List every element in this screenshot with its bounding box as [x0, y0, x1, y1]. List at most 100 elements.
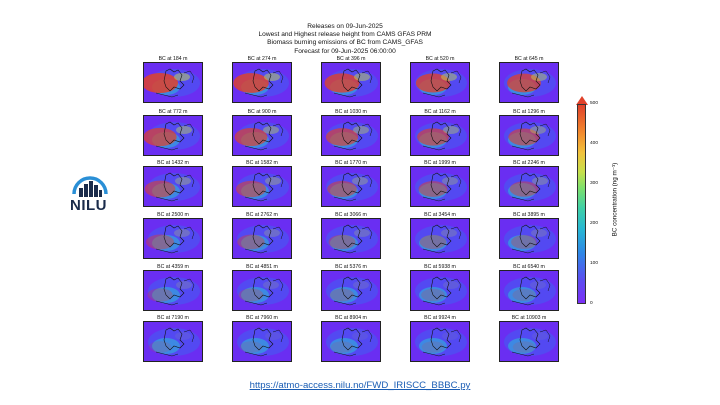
map-panel: BC at 4851 m [232, 264, 292, 311]
map-panel-label: BC at 2762 m [246, 212, 278, 218]
colorbar-tick-label: 400 [590, 141, 599, 146]
map-image [143, 115, 203, 156]
title-line-2: Lowest and Highest release height from C… [258, 31, 432, 39]
map-panel-label: BC at 1770 m [335, 160, 367, 166]
figure-title-block: Releases on 09-Jun-2025 Lowest and Highe… [180, 23, 510, 56]
map-panel: BC at 645 m [499, 56, 559, 103]
map-panel-label: BC at 184 m [158, 56, 188, 62]
map-image [143, 166, 203, 207]
map-panel: BC at 7960 m [232, 315, 292, 362]
logo-text: NILU [70, 197, 107, 214]
map-panel: BC at 184 m [143, 56, 203, 103]
map-panel-label: BC at 3066 m [335, 212, 367, 218]
map-panel-label: BC at 7960 m [246, 315, 278, 321]
map-panel: BC at 9924 m [410, 315, 470, 362]
map-panel-label: BC at 772 m [158, 109, 188, 115]
map-panel: BC at 2762 m [232, 212, 292, 259]
map-panel-label: BC at 8904 m [335, 315, 367, 321]
map-panel: BC at 1432 m [143, 160, 203, 207]
map-panel: BC at 1030 m [321, 109, 381, 156]
title-line-1: Releases on 09-Jun-2025 [307, 23, 383, 30]
source-link[interactable]: https://atmo-access.nilu.no/FWD_IRISCC_B… [249, 380, 471, 391]
map-panel-label: BC at 7190 m [157, 315, 189, 321]
map-panel-label: BC at 4851 m [246, 264, 278, 270]
map-image [410, 166, 470, 207]
map-panel-label: BC at 2500 m [157, 212, 189, 218]
map-panel-label: BC at 1999 m [424, 160, 456, 166]
map-panel: BC at 7190 m [143, 315, 203, 362]
map-panel: BC at 3454 m [410, 212, 470, 259]
map-panel: BC at 274 m [232, 56, 292, 103]
map-panel-label: BC at 3454 m [424, 212, 456, 218]
map-panel-label: BC at 9924 m [424, 315, 456, 321]
map-panel: BC at 1162 m [410, 109, 470, 156]
colorbar-tick-label: 0 [590, 301, 593, 306]
map-image [321, 115, 381, 156]
map-panel: BC at 1296 m [499, 109, 559, 156]
map-image [232, 270, 292, 311]
colorbar-extend-arrow [576, 96, 588, 105]
nilu-city-logo-icon [72, 176, 108, 197]
map-image [321, 218, 381, 259]
map-panel: BC at 1582 m [232, 160, 292, 207]
map-panel-label: BC at 1432 m [157, 160, 189, 166]
map-panel: BC at 520 m [410, 56, 470, 103]
map-image [410, 218, 470, 259]
map-panel-label: BC at 645 m [514, 56, 544, 62]
map-panel-label: BC at 1582 m [246, 160, 278, 166]
colorbar-tick-label: 300 [590, 181, 599, 186]
map-image [143, 62, 203, 103]
colorbar-tick-label: 500 [590, 101, 599, 106]
map-panel-label: BC at 396 m [336, 56, 366, 62]
map-panel: BC at 772 m [143, 109, 203, 156]
map-panel: BC at 900 m [232, 109, 292, 156]
map-panel-label: BC at 274 m [247, 56, 277, 62]
map-panel: BC at 6540 m [499, 264, 559, 311]
map-panel-label: BC at 10903 m [511, 315, 547, 321]
map-image [232, 166, 292, 207]
map-panel: BC at 396 m [321, 56, 381, 103]
colorbar-label: BC concentration (ng m⁻³) [611, 162, 619, 237]
map-panel-label: BC at 1030 m [335, 109, 367, 115]
map-panel-label: BC at 5938 m [424, 264, 456, 270]
map-panel: BC at 8904 m [321, 315, 381, 362]
map-image [499, 115, 559, 156]
map-panel-label: BC at 900 m [247, 109, 277, 115]
map-image [143, 270, 203, 311]
map-image [410, 270, 470, 311]
map-image [410, 62, 470, 103]
map-panel: BC at 1999 m [410, 160, 470, 207]
map-image [499, 166, 559, 207]
map-image [232, 62, 292, 103]
colorbar [577, 104, 586, 304]
map-image [143, 218, 203, 259]
colorbar-tick-label: 200 [590, 221, 599, 226]
map-panel-label: BC at 2246 m [513, 160, 545, 166]
map-panel: BC at 5376 m [321, 264, 381, 311]
map-panel-label: BC at 1296 m [513, 109, 545, 115]
map-panel: BC at 5938 m [410, 264, 470, 311]
map-panel: BC at 2246 m [499, 160, 559, 207]
map-image [410, 321, 470, 362]
map-panel: BC at 10903 m [499, 315, 559, 362]
map-image [143, 321, 203, 362]
map-image [321, 166, 381, 207]
map-image [321, 321, 381, 362]
map-panel-label: BC at 6540 m [513, 264, 545, 270]
map-image [410, 115, 470, 156]
map-image [232, 321, 292, 362]
map-image [499, 218, 559, 259]
map-image [321, 270, 381, 311]
map-panel: BC at 3066 m [321, 212, 381, 259]
map-panel-label: BC at 4359 m [157, 264, 189, 270]
map-panel-label: BC at 3895 m [513, 212, 545, 218]
map-panel: BC at 2500 m [143, 212, 203, 259]
map-panel-label: BC at 1162 m [424, 109, 456, 115]
map-panel-label: BC at 520 m [425, 56, 455, 62]
map-image [499, 270, 559, 311]
map-panel: BC at 1770 m [321, 160, 381, 207]
title-line-3: Biomass burning emissions of BC from CAM… [267, 39, 423, 47]
map-image [499, 62, 559, 103]
map-image [232, 115, 292, 156]
